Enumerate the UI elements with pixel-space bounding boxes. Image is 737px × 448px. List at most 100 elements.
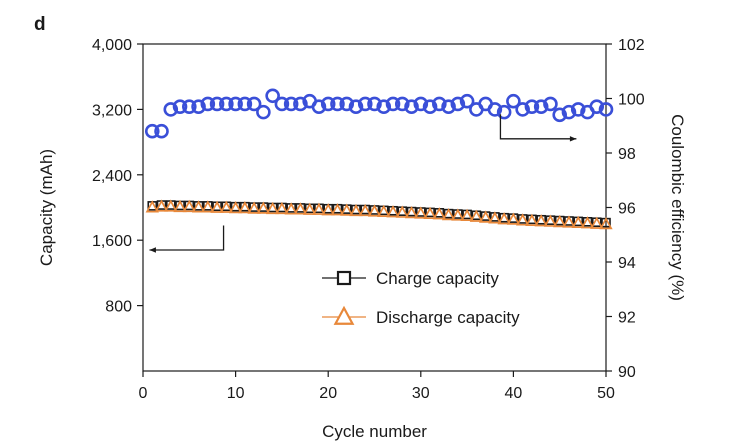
x-tick-label: 0 <box>139 385 148 402</box>
y-right-tick-label: 94 <box>618 255 636 272</box>
discharge-capacity-point <box>377 204 391 217</box>
coulombic-efficiency-point <box>487 102 503 117</box>
discharge-capacity-point <box>395 205 409 218</box>
discharge-capacity-point <box>256 201 271 214</box>
discharge-capacity-point <box>451 208 465 221</box>
coulombic-efficiency-point <box>515 102 530 117</box>
discharge-capacity-point <box>312 202 326 215</box>
y-right-tick-label: 102 <box>618 37 645 54</box>
coulombic-efficiency-point <box>144 123 160 139</box>
discharge-capacity-point <box>154 199 169 212</box>
legend-item-discharge: Discharge capacity <box>322 305 520 327</box>
coulombic-efficiency-point <box>385 96 401 112</box>
y-right-tick-label: 92 <box>618 310 636 327</box>
coulombic-efficiency-point <box>311 99 327 114</box>
arrow-to-right-axis-line <box>499 114 577 140</box>
discharge-capacity-point <box>238 201 252 214</box>
discharge-capacity-point <box>497 212 511 225</box>
coulombic-efficiency-point <box>274 96 290 112</box>
discharge-capacity-point <box>441 207 456 221</box>
coulombic-efficiency-point <box>543 96 558 112</box>
arrow-to-left-axis <box>149 225 225 253</box>
y-right-tick-label: 100 <box>618 92 645 109</box>
discharge-capacity-point <box>580 216 595 229</box>
coulombic-efficiency-point <box>413 96 429 112</box>
coulombic-efficiency-point <box>330 96 345 112</box>
legend-square-marker <box>336 270 352 286</box>
x-axis-title: Cycle number <box>322 422 427 441</box>
coulombic-efficiency-point <box>154 123 169 139</box>
discharge-capacity-point <box>228 201 243 214</box>
coulombic-efficiency-point <box>533 99 549 114</box>
coulombic-efficiency-point <box>561 104 577 120</box>
coulombic-efficiency-point <box>228 96 243 112</box>
discharge-capacity-point <box>488 211 502 224</box>
coulombic-efficiency-point <box>357 96 373 112</box>
coulombic-efficiency-point <box>496 104 512 120</box>
y-left-tick-label: 800 <box>105 299 132 316</box>
discharge-capacity-point <box>284 202 298 215</box>
coulombic-efficiency-point <box>209 96 225 112</box>
x-tick-label: 20 <box>319 385 337 402</box>
discharge-capacity-point <box>506 212 521 225</box>
discharge-capacity-point <box>469 209 484 222</box>
coulombic-efficiency-point <box>200 96 216 112</box>
y-left-axis-title: Capacity (mAh) <box>37 149 56 266</box>
coulombic-efficiency-point <box>265 88 280 104</box>
coulombic-efficiency-point <box>182 99 197 114</box>
panel-label: d <box>34 14 46 35</box>
discharge-capacity-point <box>423 206 437 220</box>
discharge-capacity-point <box>553 214 567 228</box>
discharge-capacity-point <box>571 215 585 229</box>
discharge-capacity-point <box>201 200 215 213</box>
coulombic-efficiency-point <box>506 93 521 109</box>
coulombic-efficiency-point <box>219 96 234 112</box>
arrow-to-right-axis-head <box>569 136 577 142</box>
discharge-capacity-point <box>349 203 363 217</box>
discharge-capacity-point <box>516 213 530 226</box>
coulombic-efficiency-point <box>367 96 382 112</box>
coulombic-efficiency-point <box>348 99 364 114</box>
coulombic-efficiency-point <box>339 96 355 112</box>
x-tick-label: 40 <box>505 385 523 402</box>
coulombic-efficiency-point <box>246 96 262 112</box>
discharge-capacity-point <box>460 208 474 222</box>
legend-label: Charge capacity <box>376 269 499 288</box>
discharge-capacity-point <box>432 207 446 220</box>
y-right-tick-label: 90 <box>618 364 636 381</box>
y-right-tick-label: 96 <box>618 201 636 218</box>
legend-label: Discharge capacity <box>376 308 520 327</box>
discharge-capacity-point <box>164 199 178 212</box>
x-tick-label: 50 <box>597 385 615 402</box>
discharge-capacity-point <box>275 201 289 215</box>
legend-triangle-marker <box>333 305 355 325</box>
discharge-capacity-point <box>191 200 206 213</box>
discharge-capacity-point <box>182 199 196 213</box>
x-tick-label: 10 <box>227 385 245 402</box>
y-left-tick-label: 2,400 <box>92 168 132 185</box>
discharge-capacity-point <box>265 201 280 215</box>
coulombic-efficiency-point <box>432 96 447 112</box>
discharge-capacity-point <box>358 203 372 217</box>
discharge-capacity-point <box>293 202 308 215</box>
coulombic-efficiency-point <box>441 99 456 114</box>
y-left-tick-label: 3,200 <box>92 102 132 119</box>
coulombic-efficiency-point <box>404 99 419 114</box>
coulombic-efficiency-point <box>570 102 586 117</box>
discharge-capacity-point <box>219 200 233 213</box>
discharge-capacity-point <box>386 205 400 218</box>
coulombic-efficiency-point <box>552 107 568 123</box>
discharge-capacity-point <box>303 202 317 215</box>
legend-item-charge: Charge capacity <box>322 269 499 288</box>
discharge-capacity-point <box>330 203 345 216</box>
y-left-tick-label: 1,600 <box>92 233 132 250</box>
discharge-capacity-point <box>478 210 493 223</box>
discharge-capacity-point <box>367 204 382 217</box>
coulombic-efficiency-point <box>524 99 540 114</box>
discharge-capacity-point <box>414 206 428 219</box>
discharge-capacity-point <box>210 200 224 213</box>
coulombic-efficiency-point <box>376 99 392 114</box>
coulombic-efficiency-point <box>422 99 438 114</box>
coulombic-efficiency-point <box>237 96 253 112</box>
